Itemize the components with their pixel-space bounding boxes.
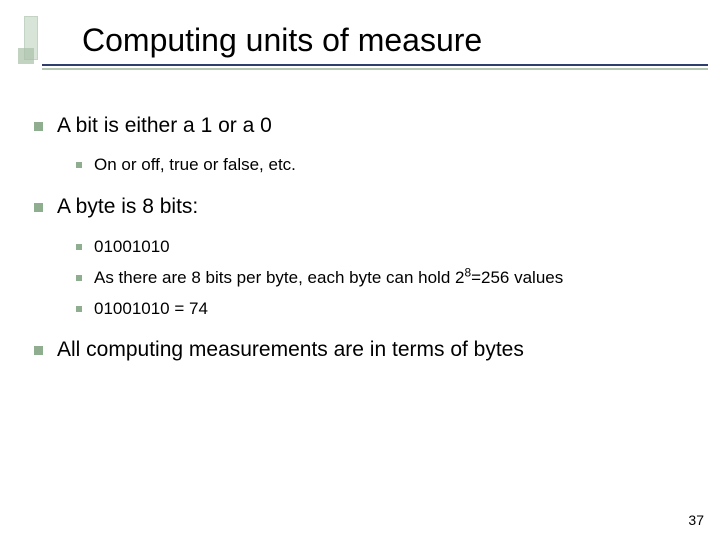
slide-title: Computing units of measure bbox=[82, 22, 720, 59]
text-post: =256 values bbox=[471, 268, 563, 287]
list-item-text: A byte is 8 bits: bbox=[57, 193, 198, 221]
list-item-text: 01001010 bbox=[94, 236, 170, 259]
slide: Computing units of measure A bit is eith… bbox=[0, 0, 720, 540]
square-bullet-icon bbox=[34, 346, 43, 355]
square-bullet-icon bbox=[76, 244, 82, 250]
list-item: As there are 8 bits per byte, each byte … bbox=[76, 267, 686, 290]
sub-bullet-list: 01001010 As there are 8 bits per byte, e… bbox=[34, 236, 686, 321]
list-item: On or off, true or false, etc. bbox=[76, 154, 686, 177]
title-region: Computing units of measure bbox=[0, 0, 720, 72]
bullet-list: A bit is either a 1 or a 0 bbox=[34, 112, 686, 140]
square-bullet-icon bbox=[76, 306, 82, 312]
square-bullet-icon bbox=[76, 275, 82, 281]
text-pre: As there are 8 bits per byte, each byte … bbox=[94, 268, 464, 287]
list-item-text: A bit is either a 1 or a 0 bbox=[57, 112, 272, 140]
list-item-text: All computing measurements are in terms … bbox=[57, 336, 524, 364]
list-item-text: As there are 8 bits per byte, each byte … bbox=[94, 267, 563, 290]
square-bullet-icon bbox=[76, 162, 82, 168]
sub-bullet-list: On or off, true or false, etc. bbox=[34, 154, 686, 177]
title-accent-square bbox=[18, 48, 34, 64]
square-bullet-icon bbox=[34, 122, 43, 131]
title-underline-dark bbox=[42, 64, 708, 66]
list-item: All computing measurements are in terms … bbox=[34, 336, 686, 364]
list-item-text: On or off, true or false, etc. bbox=[94, 154, 296, 177]
title-underline-light bbox=[42, 68, 708, 70]
slide-number: 37 bbox=[688, 512, 704, 528]
slide-content: A bit is either a 1 or a 0 On or off, tr… bbox=[0, 72, 720, 365]
square-bullet-icon bbox=[34, 203, 43, 212]
list-item-text: 01001010 = 74 bbox=[94, 298, 208, 321]
list-item: 01001010 bbox=[76, 236, 686, 259]
list-item: A byte is 8 bits: bbox=[34, 193, 686, 221]
bullet-list: All computing measurements are in terms … bbox=[34, 336, 686, 364]
list-item: 01001010 = 74 bbox=[76, 298, 686, 321]
bullet-list: A byte is 8 bits: bbox=[34, 193, 686, 221]
list-item: A bit is either a 1 or a 0 bbox=[34, 112, 686, 140]
